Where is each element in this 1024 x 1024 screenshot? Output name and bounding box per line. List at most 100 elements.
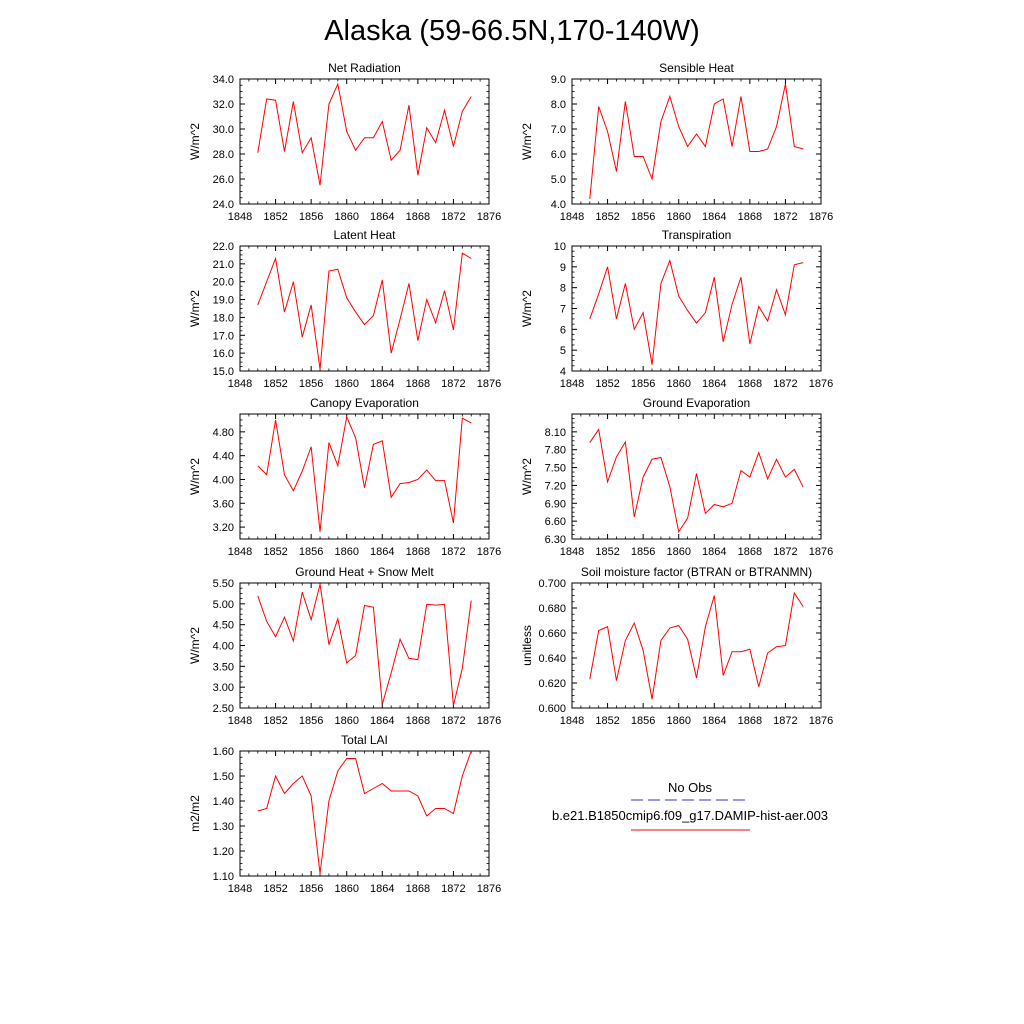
panel-title: Total LAI — [341, 733, 388, 747]
y-tick-label: 17.0 — [213, 330, 234, 342]
panel-ground-heat-snow-melt: Ground Heat + Snow Melt 1848 1852 1856 1860 1… — [188, 565, 501, 727]
y-tick-label: 8 — [560, 283, 566, 295]
x-tick-label: 1852 — [595, 378, 619, 390]
y-tick-label: 10 — [554, 241, 566, 253]
x-tick-label: 1848 — [228, 715, 252, 727]
x-tick-label: 1848 — [228, 883, 252, 895]
x-tick-label: 1864 — [370, 378, 394, 390]
y-axis-label: W/m^2 — [188, 627, 202, 664]
y-tick-label: 2.50 — [213, 703, 234, 715]
y-tick-label: 6.90 — [545, 498, 566, 510]
y-tick-label: 7.0 — [551, 124, 566, 136]
y-tick-label: 15.0 — [213, 366, 234, 378]
x-tick-label: 1864 — [702, 715, 726, 727]
legend-label-no-obs: No Obs — [668, 780, 713, 795]
y-axis-label: W/m^2 — [520, 290, 534, 327]
series-line-total-lai — [257, 750, 472, 874]
y-axis-label: W/m^2 — [188, 123, 202, 160]
panel-title: Soil moisture factor (BTRAN or BTRANMN) — [581, 565, 812, 579]
x-tick-label: 1848 — [560, 546, 584, 558]
y-tick-label: 7.20 — [545, 480, 566, 492]
y-tick-label: 24.0 — [213, 199, 234, 211]
panel-title: Sensible Heat — [659, 61, 734, 75]
plot-frame — [239, 245, 490, 372]
y-tick-label: 3.50 — [213, 661, 234, 673]
x-tick-label: 1852 — [263, 883, 287, 895]
y-tick-label: 32.0 — [213, 99, 234, 111]
x-tick-label: 1856 — [299, 378, 323, 390]
x-tick-label: 1860 — [666, 378, 690, 390]
panel-transpiration: Transpiration 1848 1852 1856 1860 1864 1868 187… — [520, 228, 833, 390]
x-tick-label: 1864 — [702, 378, 726, 390]
panel-sensible-heat: Sensible Heat 1848 1852 1856 1860 1864 1868 187… — [520, 61, 833, 223]
y-tick-label: 21.0 — [213, 259, 234, 271]
y-tick-label: 6.60 — [545, 516, 566, 528]
y-axis-label: W/m^2 — [188, 290, 202, 327]
y-tick-label: 1.20 — [213, 846, 234, 858]
x-tick-label: 1868 — [738, 715, 762, 727]
x-tick-label: 1864 — [702, 211, 726, 223]
x-tick-label: 1876 — [477, 715, 501, 727]
y-tick-label: 1.40 — [213, 796, 234, 808]
y-tick-label: 9.0 — [551, 74, 566, 86]
series-line-soil-moisture-factor-btran-or-btranmn — [589, 591, 804, 700]
x-tick-label: 1860 — [334, 378, 358, 390]
y-axis-label: W/m^2 — [520, 458, 534, 495]
x-tick-label: 1864 — [370, 715, 394, 727]
x-tick-label: 1848 — [560, 715, 584, 727]
x-tick-label: 1856 — [631, 378, 655, 390]
x-tick-label: 1868 — [406, 378, 430, 390]
x-tick-label: 1864 — [702, 546, 726, 558]
x-tick-label: 1860 — [334, 546, 358, 558]
x-tick-label: 1852 — [263, 211, 287, 223]
x-tick-label: 1876 — [809, 211, 833, 223]
y-tick-label: 34.0 — [213, 74, 234, 86]
x-tick-label: 1872 — [441, 378, 465, 390]
y-tick-label: 5 — [560, 345, 566, 357]
panel-soil-moisture-factor-btran-or-btranmn: Soil moisture factor (BTRAN or BTRANMN) 1… — [520, 565, 833, 727]
x-tick-label: 1868 — [406, 883, 430, 895]
y-tick-label: 4.0 — [551, 199, 566, 211]
y-tick-label: 8.0 — [551, 99, 566, 111]
series-line-ground-heat-snow-melt — [257, 584, 472, 706]
x-tick-label: 1856 — [631, 715, 655, 727]
y-tick-label: 3.20 — [213, 522, 234, 534]
y-tick-label: 5.00 — [213, 599, 234, 611]
x-tick-label: 1848 — [228, 546, 252, 558]
y-tick-label: 20.0 — [213, 277, 234, 289]
x-tick-label: 1876 — [477, 883, 501, 895]
y-tick-label: 0.660 — [538, 628, 566, 640]
x-tick-label: 1868 — [738, 546, 762, 558]
y-tick-label: 4 — [560, 366, 566, 378]
series-line-transpiration — [589, 258, 804, 365]
y-tick-label: 0.620 — [538, 678, 566, 690]
x-tick-label: 1864 — [370, 211, 394, 223]
x-tick-label: 1872 — [773, 378, 797, 390]
x-tick-label: 1876 — [477, 546, 501, 558]
panel-latent-heat: Latent Heat 1848 1852 1856 1860 1864 1868 1872 1… — [188, 228, 501, 390]
y-tick-label: 0.640 — [538, 653, 566, 665]
panel-title: Ground Heat + Snow Melt — [295, 565, 434, 579]
y-tick-label: 4.80 — [213, 427, 234, 439]
panel-title: Latent Heat — [333, 228, 396, 242]
y-tick-label: 1.10 — [213, 871, 234, 883]
y-tick-label: 30.0 — [213, 124, 234, 136]
y-tick-label: 7.80 — [545, 445, 566, 457]
x-tick-label: 1852 — [595, 546, 619, 558]
y-axis-label: W/m^2 — [520, 123, 534, 160]
y-tick-label: 5.0 — [551, 174, 566, 186]
x-tick-label: 1856 — [631, 211, 655, 223]
x-tick-label: 1860 — [666, 546, 690, 558]
y-axis-label: m2/m2 — [188, 795, 202, 832]
x-tick-label: 1852 — [595, 715, 619, 727]
series-line-net-radiation — [257, 82, 472, 186]
x-tick-label: 1868 — [738, 378, 762, 390]
panel-title: Ground Evaporation — [643, 396, 750, 410]
x-tick-label: 1860 — [334, 211, 358, 223]
x-tick-label: 1872 — [773, 546, 797, 558]
panel-total-lai: Total LAI 1848 1852 1856 1860 1864 1868 1872 187… — [188, 733, 501, 895]
y-tick-label: 4.40 — [213, 451, 234, 463]
series-line-latent-heat — [257, 252, 472, 370]
plot-frame — [239, 78, 490, 205]
